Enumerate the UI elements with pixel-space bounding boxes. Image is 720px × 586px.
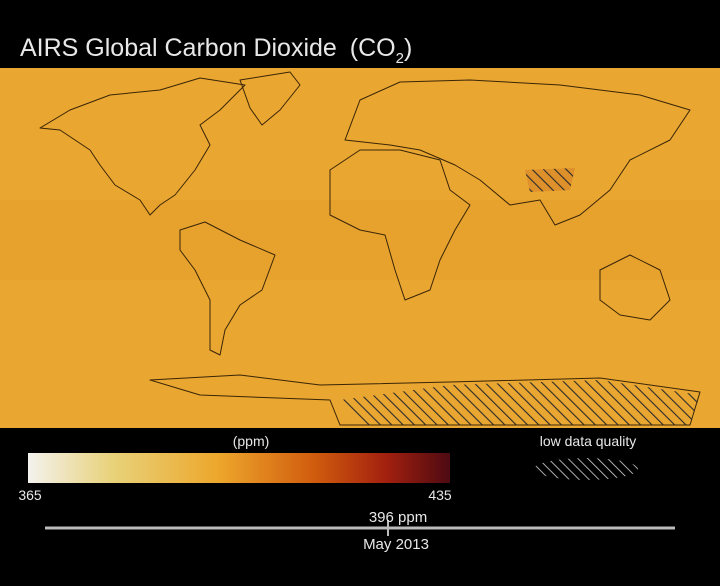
colorbar [28,453,450,483]
hatch-label: low data quality [540,433,637,449]
colorbar-min: 365 [18,487,42,503]
colorbar-unit: (ppm) [233,433,270,449]
map [0,68,720,428]
title-part: 2 [396,50,404,67]
title-part: (CO [350,34,396,62]
global-value: 396 ppm [369,509,427,526]
colorbar-max: 435 [428,487,452,503]
date: May 2013 [363,536,429,553]
hatch-swatch [534,458,638,480]
title-part: AIRS Global Carbon Dioxide [20,34,337,62]
title: AIRS Global Carbon Dioxide (CO2) [20,34,412,67]
title-part: ) [404,34,412,62]
